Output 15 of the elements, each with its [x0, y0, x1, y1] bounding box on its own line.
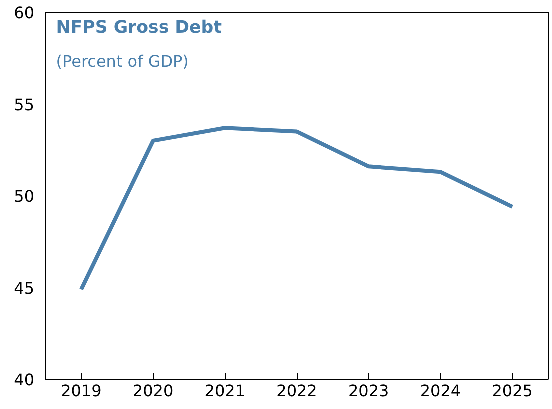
y-tick-label: 55 — [14, 95, 34, 114]
line-series — [79, 126, 515, 292]
x-tick-label: 2021 — [204, 382, 246, 400]
x-tick-label: 2019 — [61, 382, 102, 400]
y-tick-label: 50 — [14, 187, 34, 206]
text: (Percent of GDP) — [56, 52, 189, 72]
chart-title: NFPS Gross Debt — [56, 18, 222, 38]
x-tick-label: 2022 — [276, 382, 318, 400]
x-tick-label: 2020 — [132, 382, 174, 400]
x-tick-label: 2024 — [420, 382, 462, 400]
x-tick-label: 2023 — [348, 382, 390, 400]
y-tick-label: 60 — [14, 4, 34, 22]
x-tick-label: 2025 — [492, 382, 533, 400]
y-tick-label: 45 — [14, 278, 34, 298]
y-tick-label: 40 — [14, 370, 34, 390]
